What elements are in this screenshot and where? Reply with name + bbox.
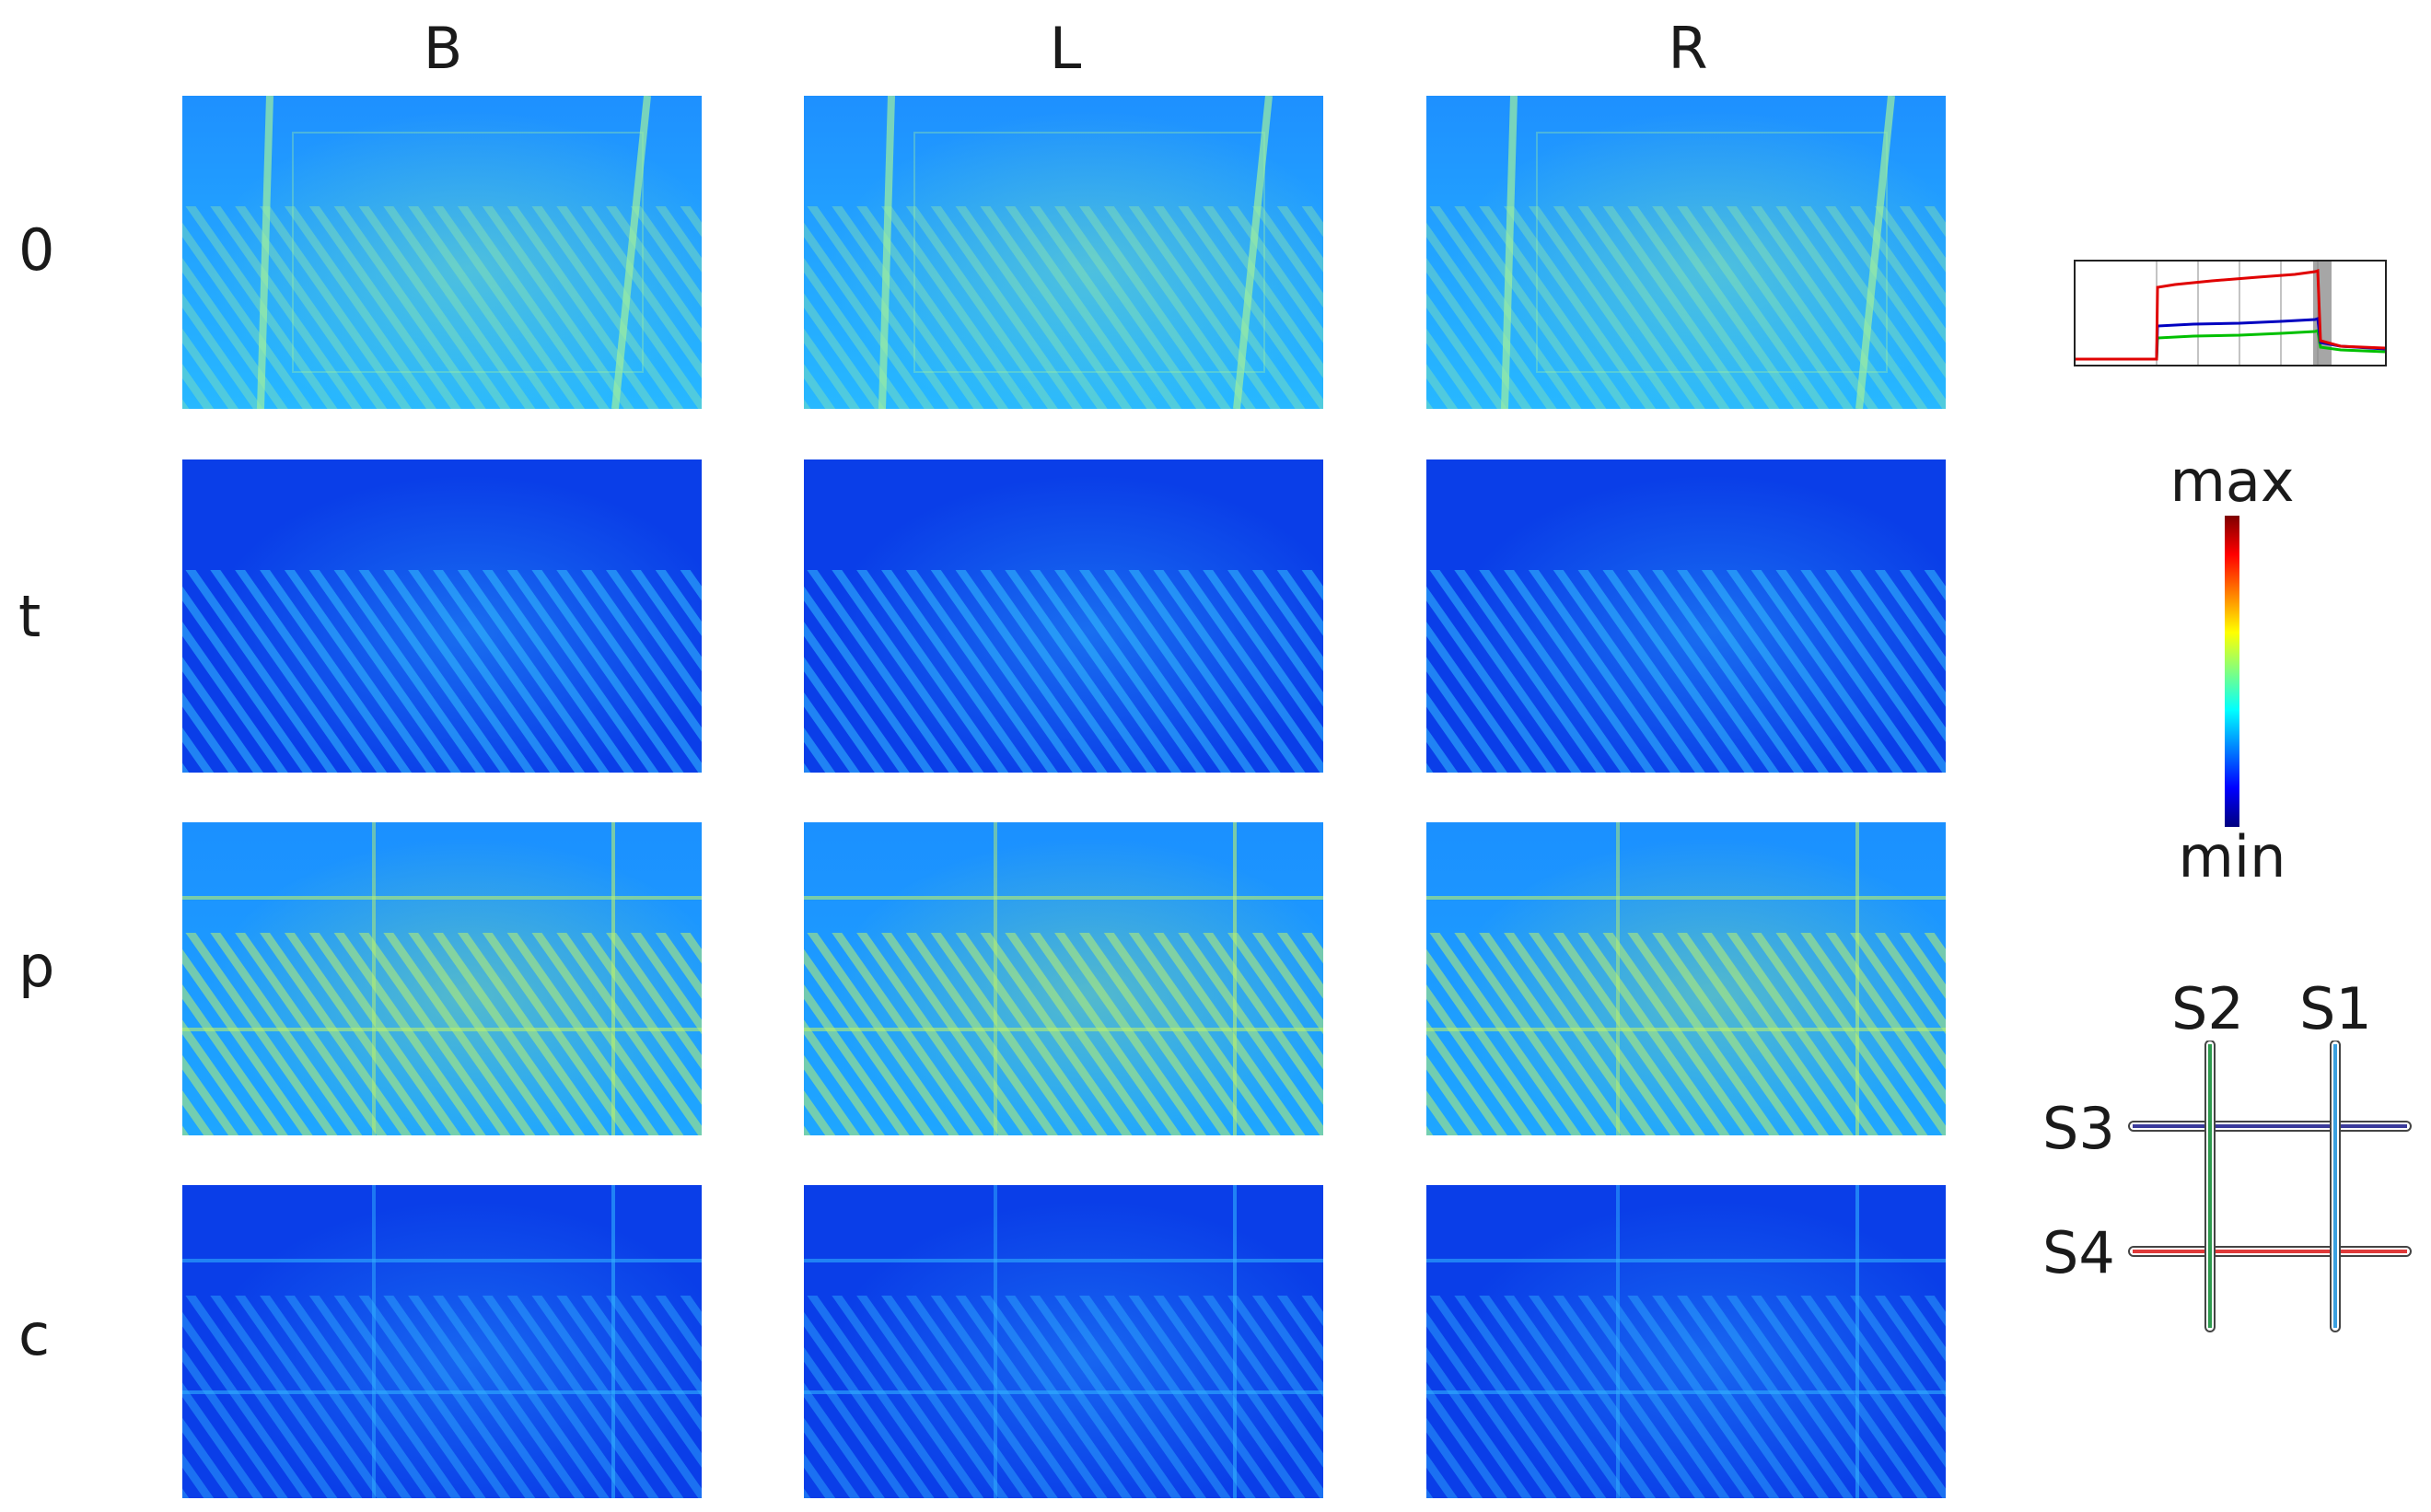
thermal-panel-0-l: [804, 96, 1323, 409]
row-label-c: c: [18, 1301, 51, 1368]
sensor-label-s2: S2: [2171, 975, 2244, 1042]
sensor-line-s3: [2128, 1121, 2412, 1132]
thermal-panel-0-r: [1426, 96, 1946, 409]
thermal-panel-t-l: [804, 459, 1323, 773]
trace-line-red: [2076, 268, 2386, 361]
column-label-r: R: [1668, 15, 1708, 82]
thermal-panel-c-b: [182, 1185, 702, 1498]
sensor-line-s2: [2204, 1040, 2216, 1332]
thermal-panel-0-b: [182, 96, 702, 409]
column-label-l: L: [1049, 15, 1082, 82]
thermal-panel-p-l: [804, 822, 1323, 1135]
colorbar-min-label: min: [2178, 823, 2286, 890]
sensor-label-s1: S1: [2299, 975, 2372, 1042]
column-label-b: B: [423, 15, 463, 82]
sensor-layout-diagram: [2127, 1040, 2422, 1344]
thermal-panel-t-r: [1426, 459, 1946, 773]
temperature-trace-inset: [2074, 260, 2387, 366]
row-label-p: p: [18, 933, 55, 1000]
sensor-label-s3: S3: [2042, 1095, 2115, 1162]
thermal-panel-c-l: [804, 1185, 1323, 1498]
sensor-line-s1: [2330, 1040, 2341, 1332]
thermal-panel-t-b: [182, 459, 702, 773]
colorbar-max-label: max: [2169, 448, 2295, 515]
colorbar: [2225, 516, 2239, 827]
row-label-t: t: [18, 583, 41, 650]
row-label-0: 0: [18, 216, 55, 284]
sensor-line-s4: [2128, 1246, 2412, 1257]
thermal-panel-c-r: [1426, 1185, 1946, 1498]
thermal-panel-p-b: [182, 822, 702, 1135]
thermal-panel-p-r: [1426, 822, 1946, 1135]
sensor-label-s4: S4: [2042, 1219, 2115, 1286]
